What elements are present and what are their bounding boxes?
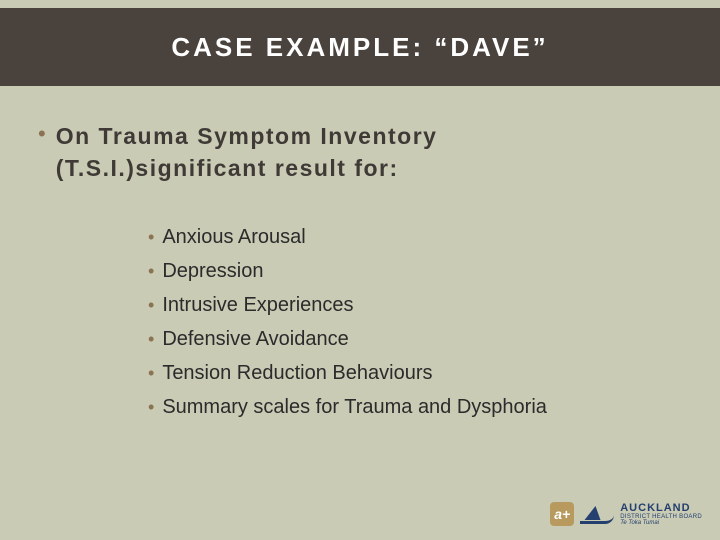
main-bullet-line2: (T.S.I.)significant result for: — [56, 155, 399, 181]
slide: CASE EXAMPLE: “DAVE” • On Trauma Symptom… — [0, 0, 720, 540]
list-item: • Defensive Avoidance — [148, 326, 682, 352]
logo-brand-line1: AUCKLAND — [620, 503, 702, 514]
sub-bullet-list: • Anxious Arousal • Depression • Intrusi… — [148, 224, 682, 420]
list-item: • Tension Reduction Behaviours — [148, 360, 682, 386]
bullet-dot-icon: • — [38, 120, 46, 148]
list-item: • Summary scales for Trauma and Dysphori… — [148, 394, 682, 420]
logo-swoosh-icon — [580, 504, 614, 524]
bullet-dot-icon: • — [148, 292, 154, 318]
list-item-text: Tension Reduction Behaviours — [162, 360, 432, 386]
list-item: • Intrusive Experiences — [148, 292, 682, 318]
list-item-text: Summary scales for Trauma and Dysphoria — [162, 394, 547, 420]
list-item-text: Defensive Avoidance — [162, 326, 348, 352]
list-item: • Depression — [148, 258, 682, 284]
main-bullet: • On Trauma Symptom Inventory (T.S.I.)si… — [38, 120, 682, 184]
main-bullet-text: On Trauma Symptom Inventory (T.S.I.)sign… — [56, 120, 438, 184]
main-bullet-line1: On Trauma Symptom Inventory — [56, 123, 438, 149]
list-item-text: Intrusive Experiences — [162, 292, 353, 318]
bullet-dot-icon: • — [148, 360, 154, 386]
list-item-text: Depression — [162, 258, 263, 284]
title-band: CASE EXAMPLE: “DAVE” — [0, 8, 720, 86]
list-item-text: Anxious Arousal — [162, 224, 305, 250]
footer-logo: a+ AUCKLAND DISTRICT HEALTH BOARD Te Tok… — [550, 502, 702, 526]
bullet-dot-icon: • — [148, 224, 154, 250]
bullet-dot-icon: • — [148, 394, 154, 420]
logo-brand-line3: Te Toka Tumai — [620, 520, 702, 526]
logo-text: AUCKLAND DISTRICT HEALTH BOARD Te Toka T… — [620, 503, 702, 526]
slide-title: CASE EXAMPLE: “DAVE” — [171, 32, 548, 63]
logo-badge-icon: a+ — [550, 502, 574, 526]
content-area: • On Trauma Symptom Inventory (T.S.I.)si… — [38, 120, 682, 428]
bullet-dot-icon: • — [148, 258, 154, 284]
logo-badge-text: a+ — [554, 506, 570, 522]
logo-mark — [580, 504, 614, 524]
list-item: • Anxious Arousal — [148, 224, 682, 250]
bullet-dot-icon: • — [148, 326, 154, 352]
